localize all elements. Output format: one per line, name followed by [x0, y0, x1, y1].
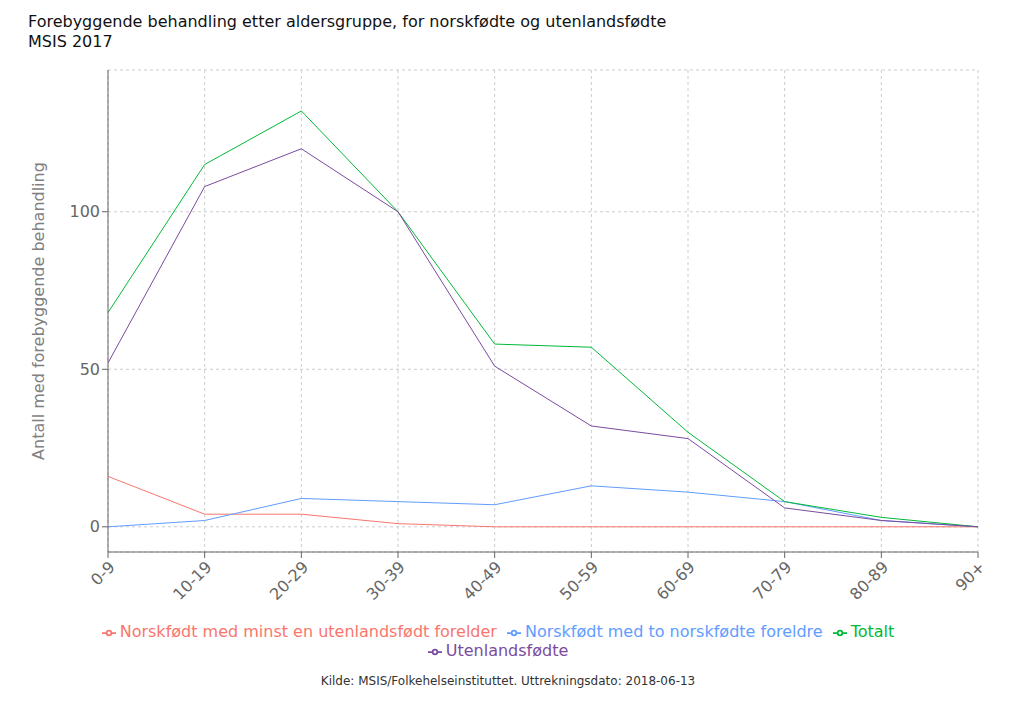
svg-text:0-9: 0-9 — [87, 557, 119, 589]
svg-text:Antall med forebyggende behand: Antall med forebyggende behandling — [29, 162, 48, 460]
html-text:Norskfødt med to norskfødte fo: Norskfødt med to norskfødte foreldre — [524, 622, 823, 641]
svg-text:80-89: 80-89 — [846, 557, 892, 603]
svg-text:0: 0 — [90, 517, 100, 536]
svg-text:50-59: 50-59 — [556, 557, 602, 603]
svg-text:100: 100 — [69, 202, 100, 221]
svg-text:90+: 90+ — [952, 557, 989, 594]
svg-text:30-39: 30-39 — [363, 557, 409, 603]
svg-text:40-49: 40-49 — [459, 557, 505, 603]
html-text:Totalt: Totalt — [850, 622, 895, 641]
svg-text:10-19: 10-19 — [169, 557, 215, 603]
html-text:Kilde: MSIS/Folkehelseinstitut: Kilde: MSIS/Folkehelseinstituttet. Uttre… — [320, 674, 696, 688]
html-text:Norskfødt med minst en utenlan: Norskfødt med minst en utenlandsfødt for… — [119, 622, 497, 641]
html-text:Forebyggende behandling etter: Forebyggende behandling etter aldersgrup… — [28, 12, 667, 51]
svg-text:20-29: 20-29 — [266, 557, 312, 603]
svg-text:70-79: 70-79 — [749, 557, 795, 603]
html-text:Utenlandsfødte: Utenlandsfødte — [445, 641, 569, 660]
svg-text:60-69: 60-69 — [653, 557, 699, 603]
svg-text:50: 50 — [80, 360, 100, 379]
